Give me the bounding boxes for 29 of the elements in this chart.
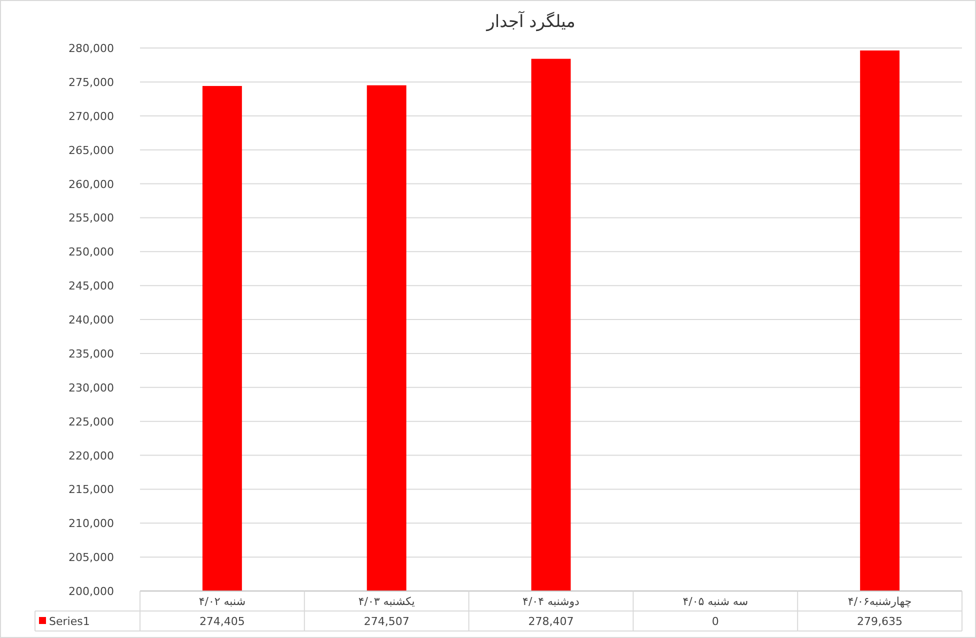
x-tick-label: سه شنبه ۴/۰۵ <box>682 595 748 608</box>
y-tick-label: 255,000 <box>68 212 114 225</box>
y-tick-label: 240,000 <box>68 314 114 326</box>
data-label: 274,507 <box>364 615 410 628</box>
y-tick-label: 245,000 <box>68 280 114 293</box>
y-tick-label: 250,000 <box>68 246 114 259</box>
text: 0 <box>712 615 719 628</box>
y-tick-label: 265,000 <box>68 144 114 157</box>
y-tick-label: 260,000 <box>68 178 114 191</box>
y-tick-label: 210,000 <box>68 517 114 530</box>
data-label: 278,407 <box>528 615 574 628</box>
x-tick-label: چهارشنبه۴/۰۶ <box>848 595 912 608</box>
y-tick-label: 225,000 <box>68 415 114 428</box>
x-tick-label: یکشنبه ۴/۰۳ <box>358 595 415 608</box>
x-tick-label: شنبه ۴/۰۲ <box>198 595 246 608</box>
y-tick-label: 230,000 <box>68 381 114 394</box>
y-tick-label: 200,000 <box>68 585 114 598</box>
y-tick-label: 270,000 <box>68 110 114 123</box>
y-tick-label: 235,000 <box>68 347 114 360</box>
chart-title: میلگرد آجدار <box>486 11 576 32</box>
data-label: 279,635 <box>857 615 903 628</box>
y-tick-label: 205,000 <box>68 551 114 564</box>
y-tick-label: 220,000 <box>68 449 114 462</box>
x-tick-label: دوشنبه ۴/۰۴ <box>522 595 580 608</box>
legend-label: Series1 <box>49 615 90 628</box>
y-tick-label: 275,000 <box>68 76 114 89</box>
y-tick-label: 215,000 <box>68 483 114 496</box>
data-label: 274,405 <box>199 615 245 628</box>
y-tick-label: 280,000 <box>68 42 114 55</box>
